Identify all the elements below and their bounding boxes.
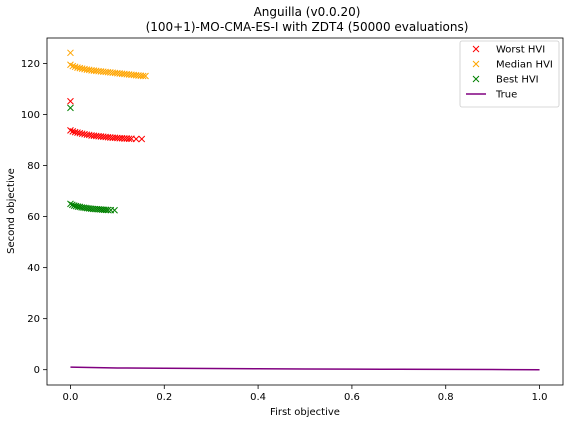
y-tick-label: 60 — [27, 212, 40, 223]
x-tick-label: 0.4 — [250, 392, 266, 403]
data-point — [70, 202, 78, 209]
data-point — [67, 127, 74, 134]
x-tick-label: 0.8 — [438, 392, 454, 403]
legend-item-true: True — [466, 90, 517, 101]
chart-subtitle: (100+1)-MO-CMA-ES-I with ZDT4 (50000 eva… — [146, 20, 469, 34]
data-point — [104, 206, 112, 214]
data-point — [111, 206, 118, 214]
data-point — [67, 97, 74, 105]
y-tick-label: 40 — [27, 263, 40, 274]
series-worst-hvi — [67, 97, 146, 143]
x-axis: 0.0 0.2 0.4 0.6 0.8 1.0 — [63, 385, 548, 403]
plot-area-frame — [46, 37, 564, 386]
true-front-line — [70, 366, 540, 371]
data-point — [139, 72, 147, 80]
y-tick-label: 80 — [27, 161, 40, 172]
legend-label: Best HVI — [496, 75, 539, 86]
data-point — [142, 72, 149, 80]
series-true — [70, 366, 540, 371]
y-tick-label: 100 — [21, 110, 40, 121]
legend-item-best-hvi: Best HVI — [472, 75, 539, 86]
legend-marker — [472, 75, 480, 83]
data-point — [125, 135, 133, 143]
legend-label: Worst HVI — [496, 45, 545, 56]
data-point — [132, 135, 140, 143]
data-point — [138, 135, 146, 143]
y-axis-label: Second objective — [6, 168, 17, 254]
legend-label: Median HVI — [496, 60, 553, 71]
data-point — [67, 49, 74, 57]
x-tick-label: 0.0 — [63, 392, 79, 403]
legend-label: True — [495, 90, 517, 101]
legend-marker — [472, 45, 480, 53]
y-tick-label: 120 — [21, 59, 40, 70]
data-point — [67, 200, 74, 208]
legend-item-median-hvi: Median HVI — [472, 60, 553, 71]
x-tick-label: 1.0 — [532, 392, 548, 403]
x-tick-label: 0.6 — [344, 392, 360, 403]
data-point — [69, 62, 77, 70]
legend: Worst HVI Median HVI Best HVI True — [459, 40, 560, 108]
chart-title: Anguilla (v0.0.20) — [254, 5, 361, 19]
legend-box — [459, 40, 560, 108]
y-axis: 0 20 40 60 80 100 120 — [21, 59, 47, 376]
series-best-hvi — [67, 104, 118, 214]
y-tick-label: 0 — [34, 365, 40, 376]
y-tick-label: 20 — [27, 314, 40, 325]
data-point — [68, 201, 76, 209]
series-median-hvi — [67, 49, 149, 80]
x-axis-label: First objective — [270, 407, 340, 418]
x-tick-label: 0.2 — [156, 392, 172, 403]
plot-marks — [67, 49, 540, 371]
legend-marker — [472, 60, 480, 68]
legend-item-worst-hvi: Worst HVI — [472, 45, 545, 56]
data-point — [67, 104, 74, 112]
